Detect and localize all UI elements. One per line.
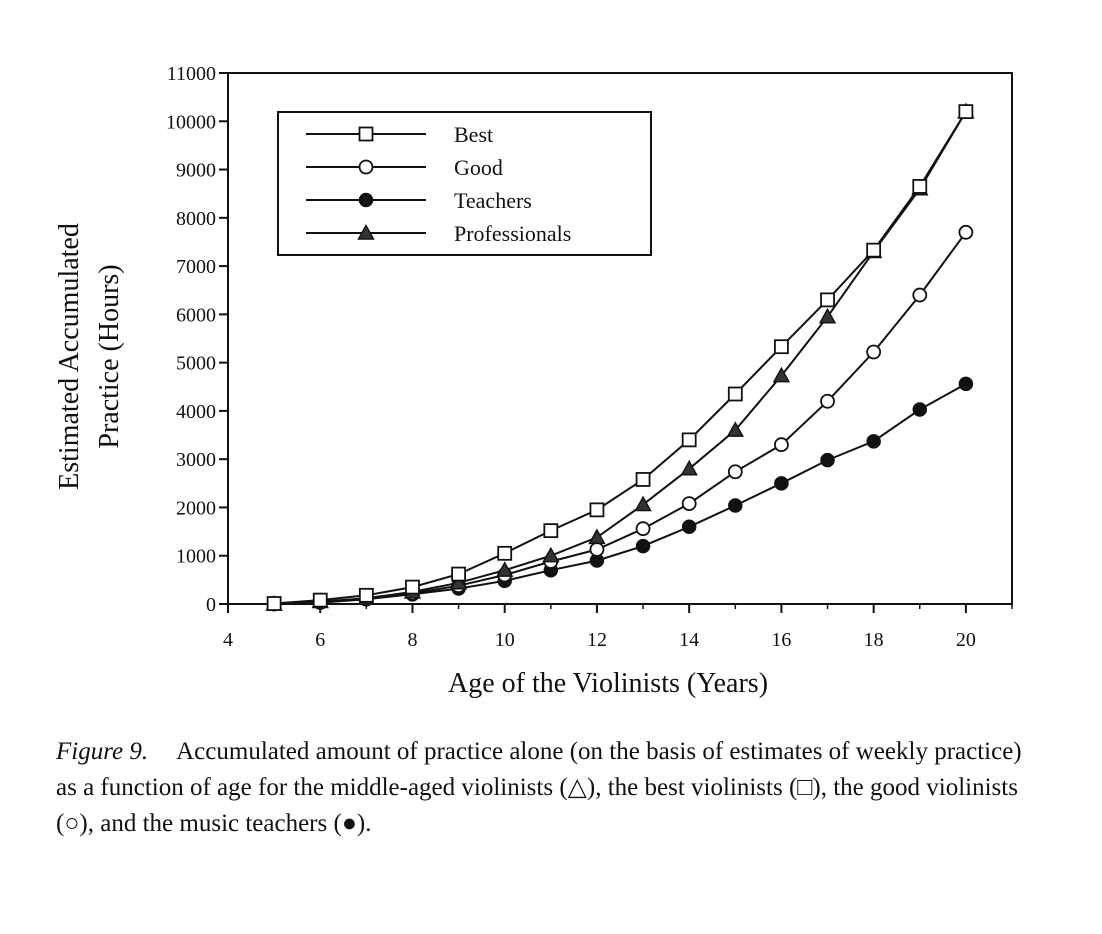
data-point-professionals (680, 459, 698, 476)
data-point-teachers (774, 476, 789, 491)
x-tick-label: 14 (679, 629, 699, 651)
legend-label: Good (454, 155, 503, 180)
data-point-best (958, 104, 974, 120)
x-tick-label: 16 (771, 629, 791, 651)
x-tick-label: 8 (407, 629, 417, 651)
data-point-best (358, 587, 374, 603)
data-point-professionals (818, 307, 837, 324)
series-line-good (274, 231, 967, 605)
legend-entry-best: Best (306, 122, 493, 147)
series-best (266, 104, 974, 611)
data-point-best (589, 502, 605, 518)
x-tick-label: 20 (956, 629, 976, 651)
data-point-best (497, 545, 513, 561)
data-point-best (866, 242, 882, 258)
data-point-teachers (912, 402, 928, 417)
data-series (265, 102, 975, 612)
data-point-good (589, 542, 605, 557)
data-point-professionals (449, 573, 468, 590)
data-point-good (820, 393, 835, 409)
plot-frame (227, 72, 1013, 605)
legend-marker (358, 192, 374, 208)
data-point-best (312, 592, 328, 608)
x-tick-label: 12 (587, 629, 607, 651)
data-point-teachers (866, 434, 881, 449)
y-tick-label: 2000 (176, 497, 216, 519)
data-point-professionals (726, 421, 744, 437)
data-point-best (451, 566, 466, 582)
line-chart: 0 1000 2000 3000 4000 5000 6000 7000 8000 9000 100… (54, 63, 1013, 699)
y-tick-label: 0 (206, 594, 216, 616)
y-tick-label: 3000 (176, 449, 216, 471)
data-point-best (681, 432, 697, 448)
legend-label: Best (454, 122, 493, 147)
data-point-best (774, 339, 789, 355)
data-point-teachers (958, 376, 974, 392)
data-point-best (820, 292, 835, 308)
legend-box (277, 111, 652, 256)
legend-entry-teachers: Teachers (306, 188, 532, 213)
series-line-professionals (274, 111, 967, 605)
legend: Best Good Teachers Professionals (277, 111, 652, 256)
data-point-professionals (496, 561, 514, 577)
data-point-teachers (635, 538, 651, 554)
data-point-good (681, 496, 697, 511)
y-axis-title-line: Estimated Accumulated (54, 223, 85, 490)
data-point-best (543, 523, 559, 539)
caption-text: Accumulated amount of practice alone (on… (56, 738, 1022, 837)
data-point-professionals (634, 495, 652, 512)
y-tick-label: 4000 (176, 401, 216, 423)
legend-label: Teachers (454, 188, 532, 213)
data-point-professionals (542, 546, 560, 563)
data-point-good (774, 437, 789, 453)
y-tick-label: 10000 (166, 111, 216, 133)
x-tick-label: 4 (223, 629, 233, 651)
figure-label: Figure 9. (56, 738, 149, 765)
y-tick-label: 11000 (167, 63, 216, 85)
y-axis-title-line: Practice (Hours) (94, 264, 125, 448)
legend-entry-good: Good (306, 155, 503, 180)
x-tick-label: 6 (315, 629, 325, 651)
x-tick-label: 18 (864, 629, 884, 651)
data-point-best (635, 472, 651, 487)
x-tick-label: 10 (495, 629, 515, 651)
data-point-professionals (772, 366, 791, 383)
legend-entry-professionals: Professionals (306, 221, 571, 246)
y-axis-title: Estimated Accumulated Practice (Hours) (54, 223, 125, 490)
data-point-best (266, 596, 282, 611)
data-point-professionals (588, 528, 606, 545)
axis-ticks: 0 1000 2000 3000 4000 5000 6000 7000 8000 9000 100… (166, 63, 1013, 651)
y-tick-label: 5000 (176, 353, 216, 375)
plot-border (227, 72, 1013, 605)
data-point-best (405, 579, 420, 595)
legend-label: Professionals (454, 221, 571, 246)
y-tick-label: 9000 (176, 160, 216, 182)
data-point-good (912, 287, 928, 303)
y-tick-label: 8000 (176, 208, 216, 230)
y-tick-label: 6000 (176, 304, 216, 326)
x-axis-title: Age of the Violinists (Years) (448, 668, 768, 699)
legend-marker (357, 224, 375, 240)
y-tick-label: 7000 (176, 256, 216, 278)
figure-caption: Figure 9. Accumulated amount of practice … (56, 734, 1036, 842)
data-point-good (866, 344, 882, 360)
legend-marker (358, 126, 374, 142)
data-point-teachers (728, 498, 743, 513)
data-point-best (727, 386, 743, 402)
data-point-teachers (820, 452, 835, 468)
series-line-best (274, 111, 967, 605)
data-point-good (958, 224, 974, 240)
data-point-teachers (681, 519, 697, 535)
data-point-good (635, 521, 651, 537)
y-tick-label: 1000 (176, 546, 216, 568)
legend-marker (358, 159, 374, 175)
data-point-best (912, 179, 928, 194)
data-point-good (727, 464, 743, 480)
